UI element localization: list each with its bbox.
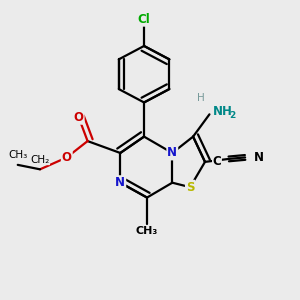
Text: 2: 2 xyxy=(230,111,236,120)
Text: CH₃: CH₃ xyxy=(8,150,27,161)
Text: O: O xyxy=(62,151,72,164)
Text: N: N xyxy=(167,146,177,160)
Text: N: N xyxy=(254,151,263,164)
Text: NH: NH xyxy=(212,105,232,118)
Text: N: N xyxy=(115,176,125,189)
Text: S: S xyxy=(186,181,194,194)
Text: CH₃: CH₃ xyxy=(136,226,158,236)
Text: O: O xyxy=(74,111,84,124)
Text: C: C xyxy=(213,155,221,168)
Text: Cl: Cl xyxy=(138,13,150,26)
Text: CH₂: CH₂ xyxy=(30,155,50,165)
Text: H: H xyxy=(197,93,204,103)
